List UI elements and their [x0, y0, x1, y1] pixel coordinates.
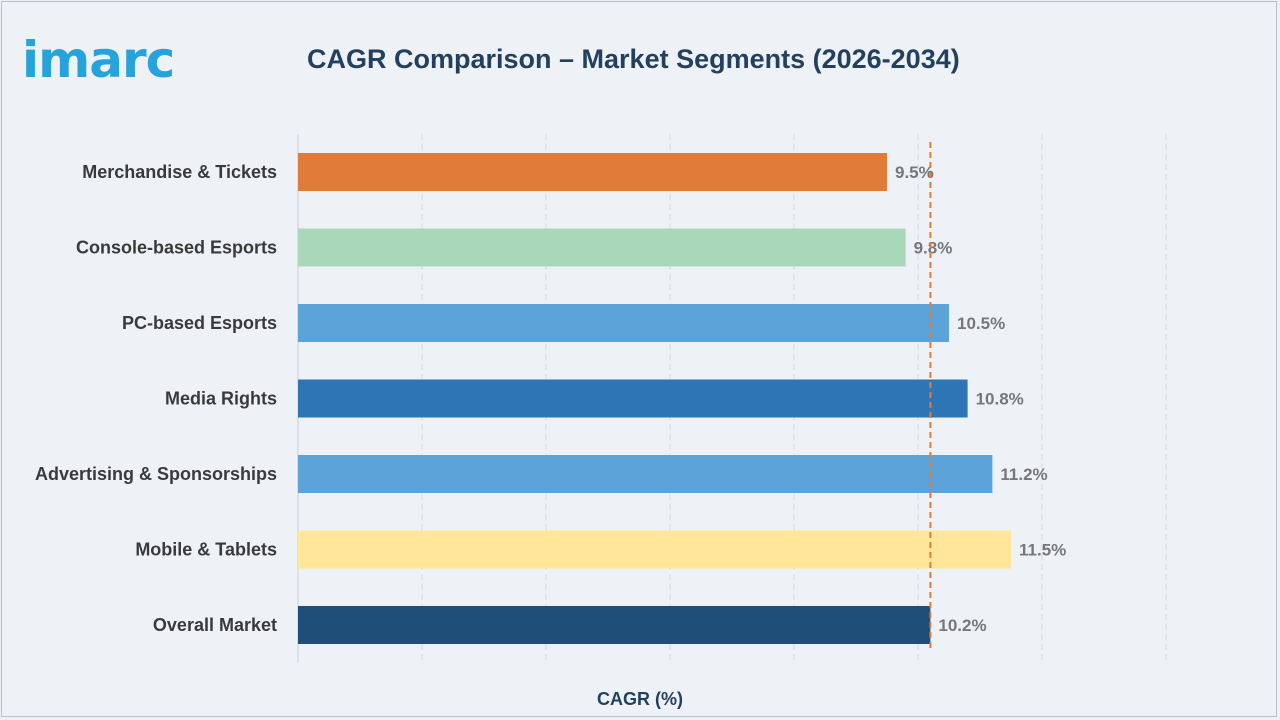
category-label: Mobile & Tablets — [135, 540, 277, 560]
bar — [298, 304, 949, 342]
value-label: 10.5% — [957, 314, 1005, 333]
value-label: 11.5% — [1019, 541, 1066, 560]
bar — [298, 606, 931, 644]
chart-title: CAGR Comparison – Market Segments (2026-… — [307, 44, 960, 74]
category-label: PC-based Esports — [122, 313, 277, 333]
bar — [298, 530, 1011, 569]
imarc-logo: imarc — [22, 31, 175, 89]
bar — [298, 455, 993, 493]
value-label: 10.2% — [938, 616, 986, 635]
value-label: 11.2% — [1000, 465, 1047, 484]
bar — [298, 379, 968, 418]
value-label: 10.8% — [976, 390, 1024, 409]
bar — [298, 228, 906, 267]
category-label: Advertising & Sponsorships — [35, 464, 277, 484]
x-axis-title: CAGR (%) — [597, 689, 683, 709]
category-label: Merchandise & Tickets — [82, 162, 277, 182]
category-label: Overall Market — [153, 615, 277, 635]
value-label: 9.5% — [895, 163, 934, 182]
category-label: Console-based Esports — [76, 238, 277, 258]
category-label: Media Rights — [165, 389, 277, 409]
value-label: 9.8% — [914, 239, 953, 258]
bar — [298, 153, 887, 191]
